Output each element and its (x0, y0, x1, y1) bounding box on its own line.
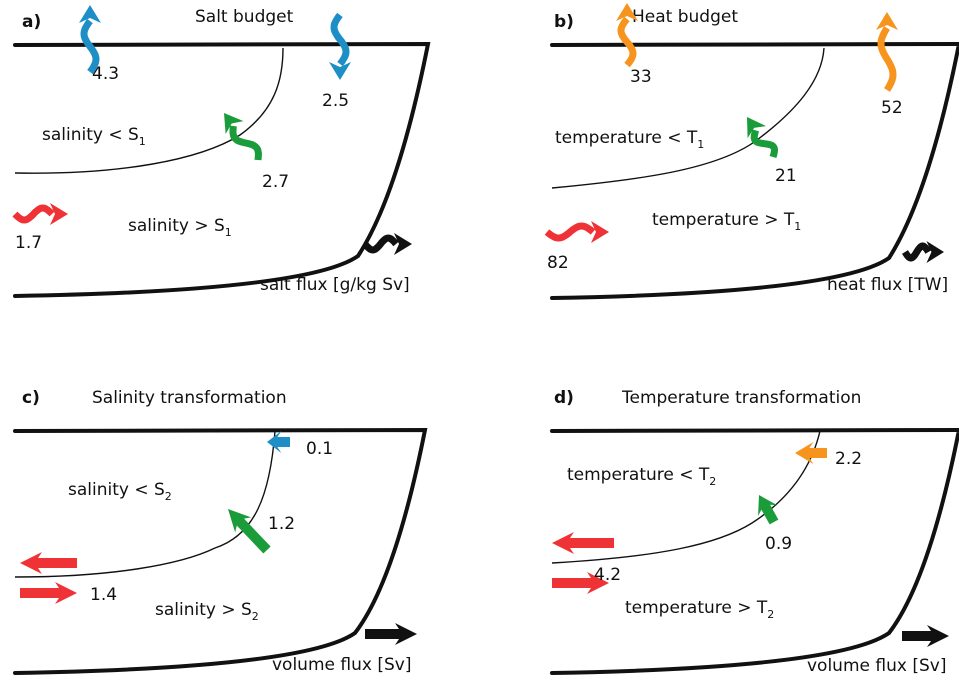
isoline (551, 430, 821, 564)
wavy-arrow-shaft (330, 12, 350, 67)
arrow (552, 572, 609, 594)
basin-outline (13, 427, 428, 675)
legend-label: heat flux [TW] (827, 275, 948, 295)
arrow (365, 623, 417, 645)
arrow-head (394, 233, 412, 255)
legend-label: volume flux [Sv] (272, 655, 411, 675)
region-label: temperature > T1 (652, 210, 801, 233)
flux-value: 2.7 (262, 172, 289, 192)
panel-title: Temperature transformation (621, 388, 861, 408)
basin-outline (550, 41, 959, 300)
region-subscript: 1 (697, 138, 704, 151)
wavy-arrow-shaft (80, 18, 100, 75)
wavy-arrow-shaft (877, 26, 897, 92)
flux-value: 52 (881, 98, 903, 118)
flux-value: 2.5 (322, 91, 349, 111)
panel-letter: c) (22, 388, 40, 408)
region-subscript: 1 (139, 135, 146, 148)
region-text: salinity > S (128, 216, 225, 236)
flux-value: 1.7 (15, 233, 42, 253)
arrow (902, 625, 949, 647)
arrow-head (616, 3, 638, 21)
panel: d) Temperature transformation temperature … (550, 388, 959, 676)
arrow-head (50, 203, 68, 225)
region-label: temperature < T1 (555, 128, 704, 151)
arrow (20, 582, 77, 604)
panel-title: Salt budget (195, 7, 294, 27)
region-label: salinity < S2 (68, 480, 172, 503)
arrow-head (747, 117, 767, 139)
arrow-head (591, 221, 609, 243)
legend-label: volume flux [Sv] (807, 656, 946, 676)
isoline (14, 47, 284, 174)
legend-label: salt flux [g/kg Sv] (260, 275, 410, 295)
arrow-head (926, 241, 944, 263)
flux-value: 4.2 (594, 565, 621, 585)
wavy-arrow-shaft (12, 204, 55, 224)
flux-value: 0.9 (765, 534, 792, 554)
arrow (267, 431, 290, 453)
wavy-arrow-shaft (617, 16, 637, 68)
flux-value: 2.2 (835, 449, 862, 469)
wavy-arrow-shaft (750, 129, 779, 159)
region-subscript: 2 (709, 475, 716, 488)
panel-title: Heat budget (632, 7, 738, 27)
region-subscript: 2 (252, 610, 259, 623)
region-text: temperature > T (625, 598, 768, 618)
arrow-head (876, 12, 898, 30)
region-text: temperature > T (652, 210, 795, 230)
isoline (14, 430, 276, 578)
flux-value: 0.1 (306, 439, 333, 459)
region-text: salinity < S (68, 480, 165, 500)
flux-value: 82 (547, 253, 569, 273)
region-subscript: 1 (794, 220, 801, 233)
wavy-arrow-shaft (362, 234, 399, 254)
flux-value: 1.4 (90, 585, 117, 605)
panel-letter: d) (554, 388, 574, 408)
arrow (228, 509, 271, 554)
region-label: salinity > S1 (128, 216, 232, 239)
flux-value: 4.3 (92, 64, 119, 84)
flux-value: 21 (775, 166, 797, 186)
region-subscript: 1 (225, 226, 232, 239)
panel-title: Salinity transformation (92, 388, 287, 408)
basin-outline (550, 427, 959, 675)
region-text: salinity > S (155, 600, 252, 620)
flux-value: 33 (630, 67, 652, 87)
wavy-arrow-shaft (902, 242, 932, 262)
wavy-arrow-shaft (229, 125, 262, 161)
region-text: temperature < T (567, 465, 710, 485)
wavy-arrow-shaft (544, 222, 596, 242)
region-subscript: 2 (767, 608, 774, 621)
region-text: temperature < T (555, 128, 698, 148)
arrow (552, 532, 614, 554)
arrow-head (224, 113, 244, 135)
region-label: temperature < T2 (567, 465, 716, 488)
arrow (758, 495, 779, 525)
region-label: salinity > S2 (155, 600, 259, 623)
flux-value: 1.2 (268, 514, 295, 534)
basin-outline (13, 41, 431, 298)
region-label: temperature > T2 (625, 598, 774, 621)
panel-letter: b) (554, 12, 574, 32)
arrow (795, 442, 827, 464)
region-label: salinity < S1 (42, 125, 146, 148)
arrow-head (79, 5, 101, 23)
panel-letter: a) (22, 12, 41, 32)
region-text: salinity < S (42, 125, 139, 145)
arrow (20, 552, 77, 574)
arrow-head (329, 62, 351, 80)
region-subscript: 2 (165, 490, 172, 503)
